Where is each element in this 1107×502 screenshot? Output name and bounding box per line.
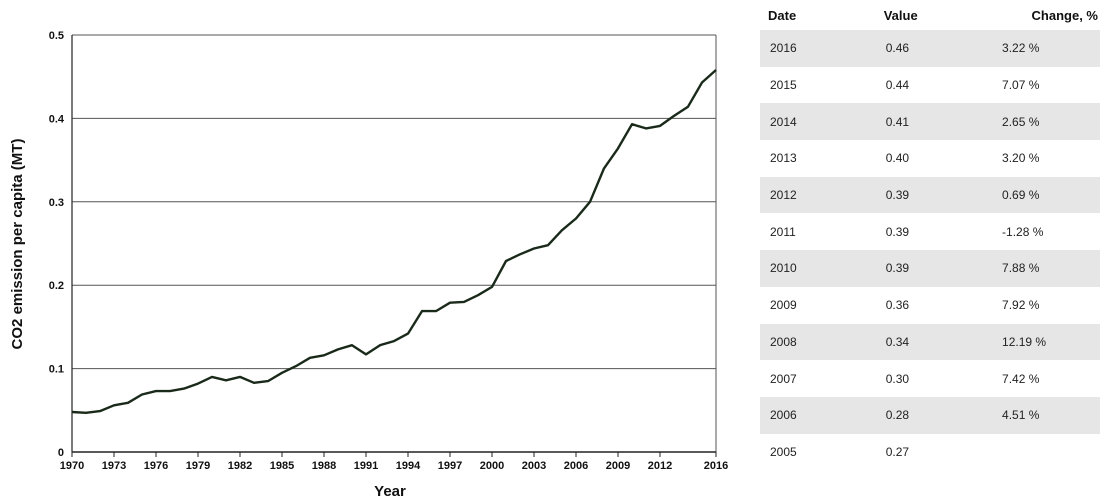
cell-change: 7.92 % (1002, 298, 1040, 313)
cell-value: 0.36 (885, 298, 910, 313)
y-tick-label: 0.3 (49, 197, 64, 209)
table-row: 2012 0.39 0.69 % (760, 176, 1100, 214)
data-table: Date Value Change, % 2016 0.46 3.22 % 2015 0… (760, 0, 1100, 470)
table-row: 2007 0.30 7.42 % (760, 360, 1100, 397)
x-tick-label: 1997 (438, 460, 462, 472)
x-tick-label: 2009 (606, 460, 630, 472)
cell-date: 2009 (770, 298, 797, 313)
cell-value: 0.44 (885, 78, 910, 93)
cell-change (992, 434, 1100, 471)
table-row: 2014 0.41 2.65 % (760, 103, 1100, 141)
x-tick-label: 2000 (480, 460, 504, 472)
series-line (71, 69, 717, 414)
cell-change: 7.88 % (992, 250, 1100, 287)
cell-date: 2006 (760, 396, 876, 434)
table-row: 2015 0.44 7.07 % (760, 67, 1100, 104)
cell-date: 2007 (770, 371, 797, 386)
cell-change: 7.42 % (1002, 371, 1040, 386)
co2-line-chart: 0 0.1 0.2 0.3 0.4 0.5 1970 1973 1976 1979 1982 198… (9, 30, 728, 500)
cell-change: 4.51 % (992, 396, 1100, 434)
table-header-row: Date Value Change, % (760, 0, 1100, 30)
y-tick-label: 0.4 (49, 113, 65, 125)
cell-date: 2016 (760, 30, 876, 67)
table-row: 2010 0.39 7.88 % (760, 250, 1100, 287)
table-row: 2016 0.46 3.22 % (760, 30, 1100, 67)
x-tick-label: 1970 (60, 460, 84, 472)
x-tick-label: 1985 (270, 460, 294, 472)
y-tick-label: 0.5 (49, 30, 64, 42)
cell-value: 0.39 (885, 224, 910, 239)
cell-value: 0.30 (885, 371, 910, 386)
table-row: 2011 0.39 -1.28 % (760, 213, 1100, 250)
x-tick-label: 2012 (648, 460, 672, 472)
cell-value: 0.27 (885, 444, 910, 459)
table-row: 2013 0.40 3.20 % (760, 140, 1100, 177)
x-tick-label: 2003 (522, 460, 546, 472)
cell-date: 2015 (770, 78, 797, 93)
x-tick-label: 1988 (312, 460, 336, 472)
y-tick-labels: 0 0.1 0.2 0.3 0.4 0.5 (49, 30, 65, 459)
cell-date: 2011 (770, 224, 796, 239)
x-tick-label: 1973 (102, 460, 126, 472)
cell-date: 2005 (770, 444, 797, 459)
table-row: 2006 0.28 4.51 % (760, 396, 1100, 434)
header-change: Change, % (1031, 7, 1098, 23)
x-tick-label: 1994 (396, 460, 421, 472)
cell-date: 2012 (760, 176, 876, 214)
x-tick-label: 1979 (186, 460, 210, 472)
data-table-panel: Date Value Change, % 2016 0.46 3.22 % 2015 0… (760, 0, 1100, 470)
cell-value: 0.34 (875, 323, 993, 361)
x-axis-title: Year (374, 483, 406, 500)
cell-date: 2008 (760, 323, 876, 361)
cell-value: 0.28 (875, 396, 993, 434)
y-axis-title: CO2 emission per capita (MT) (9, 139, 26, 350)
grid-lines (72, 34, 716, 370)
cell-change: 12.19 % (992, 323, 1100, 361)
y-tick-label: 0 (58, 447, 64, 459)
header-date: Date (768, 7, 797, 23)
y-tick-label: 0.2 (49, 280, 64, 292)
y-tick-label: 0.1 (49, 364, 64, 376)
cell-value: 0.46 (875, 30, 993, 67)
table-row: 2008 0.34 12.19 % (760, 323, 1100, 361)
cell-value: 0.40 (885, 151, 910, 166)
cell-change: 7.07 % (1002, 78, 1040, 93)
x-tick-labels: 1970 1973 1976 1979 1982 1985 1988 1991 1994 1997… (60, 460, 728, 472)
x-tick-label: 2006 (564, 460, 588, 472)
cell-change: 3.20 % (1002, 151, 1040, 166)
header-value: Value (883, 7, 918, 23)
cell-change: 3.22 % (992, 30, 1100, 67)
x-tick-label: 1976 (144, 460, 168, 472)
axes (71, 35, 717, 457)
table-row: 2009 0.36 7.92 % (760, 287, 1100, 324)
table-row: 2005 0.27 (760, 434, 1100, 471)
x-tick-label: 1982 (228, 460, 252, 472)
cell-value: 0.39 (875, 176, 993, 214)
table-body: 2016 0.46 3.22 % 2015 0.44 7.07 % 2014 0.41 2.65… (760, 30, 1100, 470)
cell-date: 2013 (770, 151, 797, 166)
cell-date: 2014 (760, 103, 876, 141)
x-tick-label: 1991 (354, 460, 378, 472)
cell-date: 2010 (760, 250, 876, 287)
cell-value: 0.39 (875, 250, 993, 287)
x-tick-label: 2016 (704, 460, 728, 472)
cell-change: 2.65 % (992, 103, 1100, 141)
cell-change: 0.69 % (992, 176, 1100, 214)
cell-change: -1.28 % (1002, 224, 1044, 239)
cell-value: 0.41 (875, 103, 993, 141)
